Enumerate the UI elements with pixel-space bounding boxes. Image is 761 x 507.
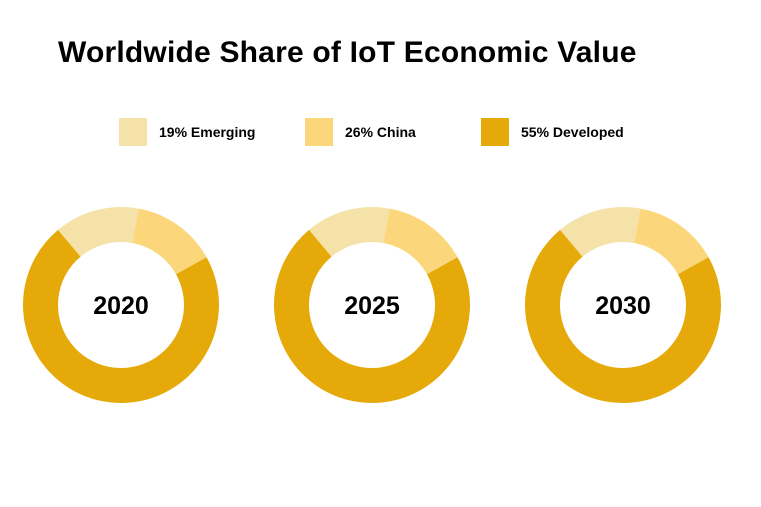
chart-title: Worldwide Share of IoT Economic Value <box>58 36 637 69</box>
donut-2030: 2030 <box>525 207 722 404</box>
legend-label-china: 26% China <box>345 124 416 140</box>
donut-2025: 2025 <box>274 206 470 404</box>
donut-2020: 2020 <box>22 206 219 404</box>
legend-swatch-developed <box>481 118 509 146</box>
legend-label-developed: 55% Developed <box>521 124 624 140</box>
legend-swatch-emerging <box>119 118 147 146</box>
slice-2025-developed <box>274 229 470 404</box>
slice-2020-china <box>132 208 207 275</box>
slice-2030-emerging <box>560 207 641 257</box>
slice-2020-developed <box>22 229 219 404</box>
donut-year-label: 2025 <box>344 292 400 320</box>
slice-2030-developed <box>525 229 722 404</box>
donut-year-label: 2030 <box>595 292 651 320</box>
legend-label-emerging: 19% Emerging <box>159 124 256 140</box>
legend-swatch-china <box>305 118 333 146</box>
slice-2025-china <box>383 208 458 275</box>
slice-2025-emerging <box>309 206 390 257</box>
slice-2020-emerging <box>58 206 139 257</box>
slice-2030-china <box>634 208 709 275</box>
donut-year-label: 2020 <box>93 292 149 320</box>
